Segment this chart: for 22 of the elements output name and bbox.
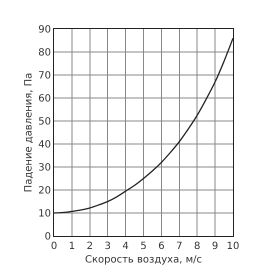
x-tick-label: 10: [226, 241, 240, 252]
y-tick-label: 50: [38, 116, 51, 128]
x-tick-label: 8: [194, 241, 200, 252]
y-tick-label: 10: [38, 208, 51, 220]
x-axis-title: Скорость воздуха, м/с: [85, 254, 202, 266]
y-tick-label: 20: [38, 186, 51, 196]
x-tick-label: 2: [86, 241, 93, 252]
x-tick-label: 1: [68, 241, 76, 252]
y-tick-label: 80: [38, 48, 51, 58]
y-tick-label: 0: [44, 232, 51, 242]
x-tick-label: 6: [158, 241, 165, 252]
y-tick-label: 90: [38, 24, 51, 36]
x-tick-label: 4: [122, 241, 129, 252]
x-tick-label: 7: [176, 241, 182, 252]
y-axis-title: Падение давления, Па: [23, 72, 34, 192]
y-tick-label: 60: [38, 94, 51, 104]
x-tick-label: 5: [140, 241, 147, 252]
x-tick-label: 9: [212, 241, 218, 252]
y-tick-label: 70: [38, 70, 51, 82]
y-tick-label: 40: [38, 140, 51, 150]
y-tick-label: 30: [38, 162, 51, 174]
x-tick-label: 3: [104, 241, 111, 252]
